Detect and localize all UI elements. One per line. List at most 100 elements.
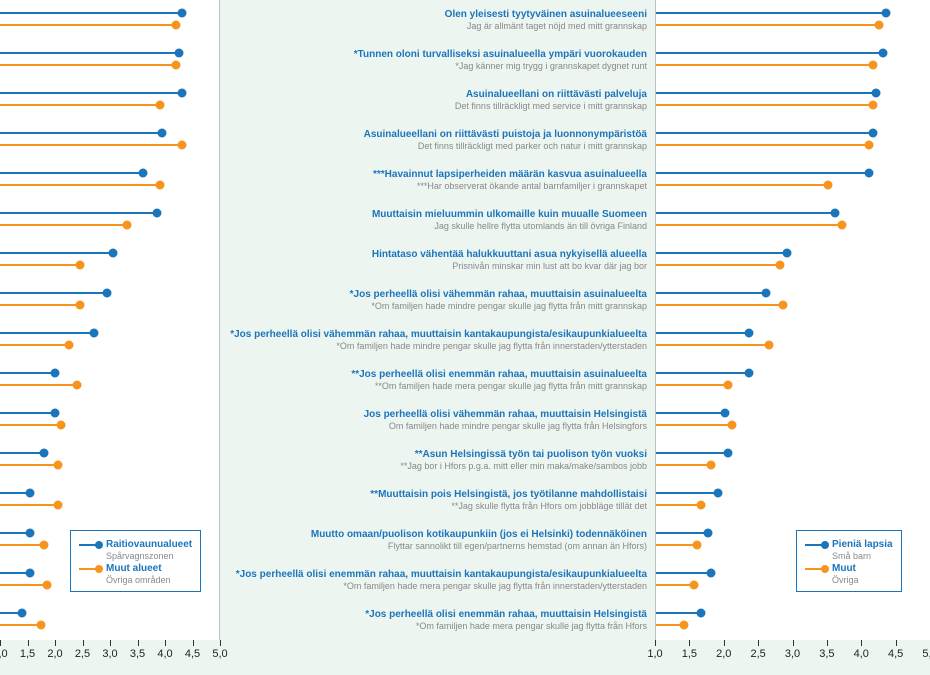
item-label-row: Muuttaisin mieluummin ulkomaille kuin mu… [220, 200, 655, 240]
axis-label: 2,0 [716, 648, 731, 660]
dot [696, 501, 705, 510]
dot [73, 381, 82, 390]
label-fi: Muuttaisin mieluummin ulkomaille kuin mu… [372, 209, 647, 221]
item-label-row: Asuinalueellani on riittävästi palveluja… [220, 80, 655, 120]
lollipop-orange [0, 80, 220, 120]
lollipop-orange [656, 320, 930, 360]
dot [155, 181, 164, 190]
lollipop-orange [656, 280, 930, 320]
stem [656, 24, 879, 26]
left-plot: RaitiovaunualueetSpårvagnszonenMuut alue… [0, 0, 220, 640]
stem [0, 304, 80, 306]
label-sv: *Om familjen hade mindre pengar skulle j… [371, 301, 647, 311]
axis-label: 5,0 [922, 648, 930, 660]
dot [64, 341, 73, 350]
dot [172, 61, 181, 70]
left-panel: RaitiovaunualueetSpårvagnszonenMuut alue… [0, 0, 220, 675]
lollipop-orange [656, 600, 930, 640]
item-label-row: Jos perheellä olisi vähemmän rahaa, muut… [220, 400, 655, 440]
lollipop-orange [656, 520, 930, 560]
stem [656, 344, 769, 346]
stem [656, 184, 828, 186]
dot [875, 21, 884, 30]
stem [0, 264, 80, 266]
item-label-row: Muutto omaan/puolison kotikaupunkiin (jo… [220, 520, 655, 560]
label-sv: Om familjen hade mindre pengar skulle ja… [389, 421, 647, 431]
dot [40, 541, 49, 550]
axis-label: 2,5 [750, 648, 765, 660]
label-sv: Flyttar sannolikt till egen/partnerns he… [388, 541, 647, 551]
label-fi: ***Havainnut lapsiperheiden määrän kasvu… [373, 169, 647, 181]
axis-label: 1,0 [0, 648, 8, 660]
stem [0, 624, 41, 626]
stem [656, 304, 783, 306]
lollipop-orange [0, 160, 220, 200]
lollipop-orange [0, 240, 220, 280]
axis-tick [793, 640, 794, 646]
axis-tick [28, 640, 29, 646]
axis-label: 4,5 [888, 648, 903, 660]
stem [656, 584, 694, 586]
stem [656, 104, 873, 106]
axis-label: 4,5 [185, 648, 200, 660]
axis-label: 3,5 [130, 648, 145, 660]
axis-label: 3,0 [102, 648, 117, 660]
lollipop-orange [656, 200, 930, 240]
lollipop-orange [656, 160, 930, 200]
label-fi: Olen yleisesti tyytyväinen asuinalueesee… [445, 9, 647, 21]
stem [0, 584, 47, 586]
axis-tick [110, 640, 111, 646]
right-panel: Pieniä lapsiaSmå barnMuutÖvriga 1,01,52,… [655, 0, 930, 675]
lollipop-orange [0, 280, 220, 320]
lollipop-orange [0, 40, 220, 80]
stem [0, 504, 58, 506]
dot [679, 621, 688, 630]
stem [0, 184, 160, 186]
lollipop-orange [0, 520, 220, 560]
stem [0, 344, 69, 346]
lollipop-orange [656, 440, 930, 480]
label-sv: Det finns tillräckligt med service i mit… [455, 101, 647, 111]
label-sv: *Om familjen hade mindre pengar skulle j… [336, 341, 647, 351]
dot [727, 421, 736, 430]
axis-label: 2,0 [47, 648, 62, 660]
dot [75, 261, 84, 270]
stem [656, 384, 728, 386]
label-fi: **Muuttaisin pois Helsingistä, jos työti… [370, 489, 647, 501]
stem [0, 104, 160, 106]
axis-label: 1,0 [647, 648, 662, 660]
label-sv: *Jag känner mig trygg i grannskapet dygn… [455, 61, 647, 71]
dot [707, 461, 716, 470]
axis-label: 5,0 [212, 648, 227, 660]
item-label-row: *Jos perheellä olisi enemmän rahaa, muut… [220, 600, 655, 640]
stem [656, 424, 732, 426]
lollipop-orange [0, 440, 220, 480]
label-fi: *Jos perheellä olisi vähemmän rahaa, muu… [350, 289, 647, 301]
dot [53, 501, 62, 510]
label-fi: *Jos perheellä olisi enemmän rahaa, muut… [236, 569, 647, 581]
dot [724, 381, 733, 390]
right-axis: 1,01,52,02,53,03,54,04,55,0 [655, 640, 930, 675]
dot [775, 261, 784, 270]
label-fi: *Tunnen oloni turvalliseksi asuinalueell… [354, 49, 647, 61]
label-fi: Muutto omaan/puolison kotikaupunkiin (jo… [311, 529, 647, 541]
label-fi: *Jos perheellä olisi vähemmän rahaa, muu… [230, 329, 647, 341]
dot [765, 341, 774, 350]
stem [0, 544, 44, 546]
axis-tick [193, 640, 194, 646]
chart-container: RaitiovaunualueetSpårvagnszonenMuut alue… [0, 0, 930, 675]
axis-tick [758, 640, 759, 646]
axis-label: 3,0 [785, 648, 800, 660]
lollipop-orange [0, 360, 220, 400]
item-label-row: *Jos perheellä olisi vähemmän rahaa, muu… [220, 320, 655, 360]
item-label-row: **Asun Helsingissä työn tai puolison työ… [220, 440, 655, 480]
axis-tick [689, 640, 690, 646]
dot [865, 141, 874, 150]
label-fi: Hintataso vähentää halukkuuttani asua ny… [372, 249, 647, 261]
axis-label: 4,0 [157, 648, 172, 660]
stem [0, 64, 176, 66]
stem [0, 24, 176, 26]
stem [656, 504, 701, 506]
lollipop-orange [656, 560, 930, 600]
lollipop-orange [656, 400, 930, 440]
